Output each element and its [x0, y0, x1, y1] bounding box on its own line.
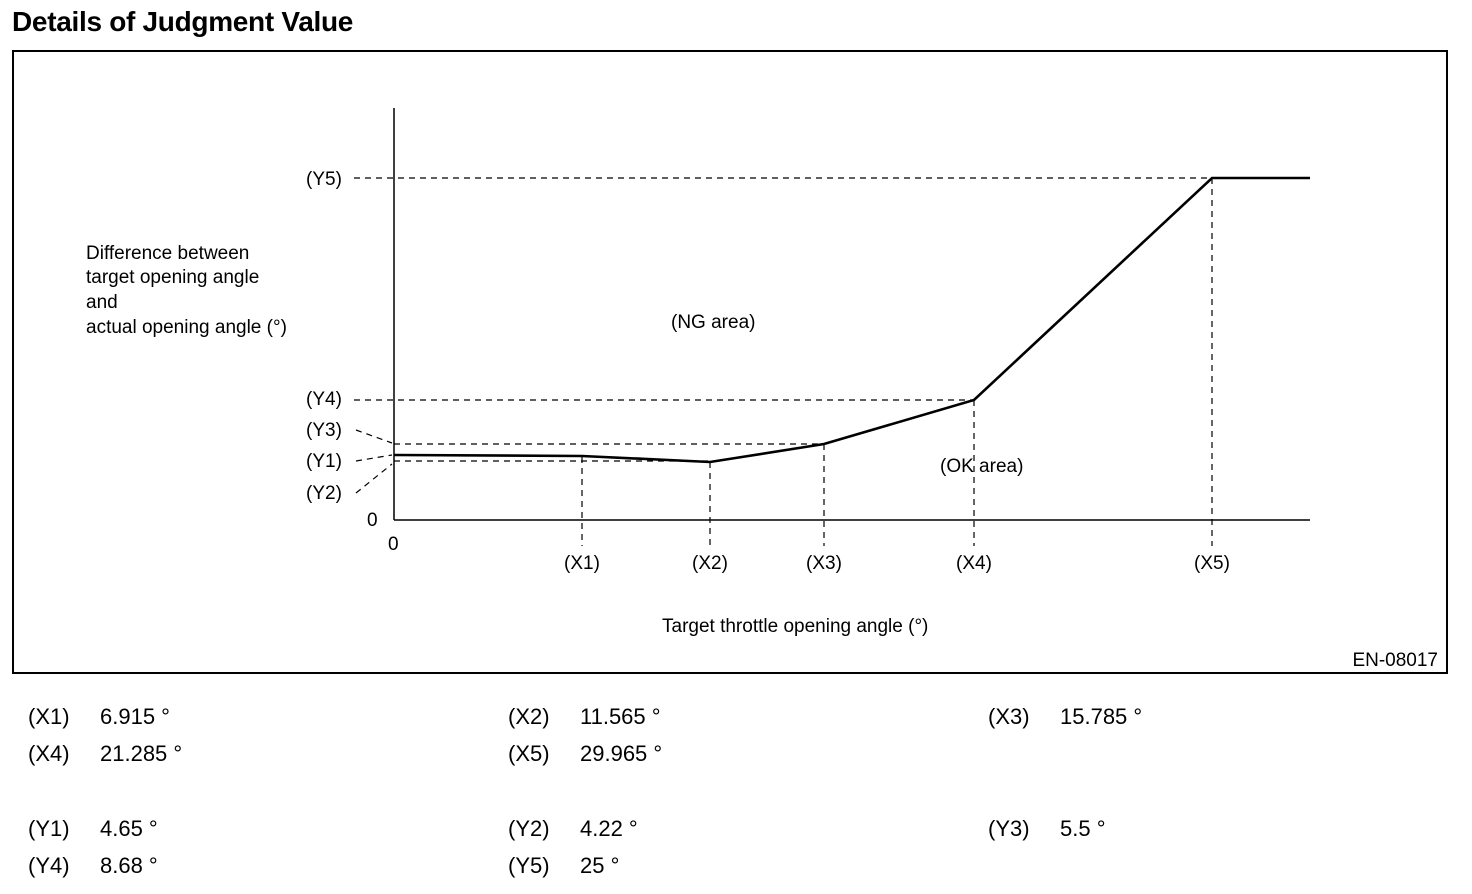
figure-code: EN-08017 — [1352, 650, 1438, 671]
value-number: 25 ° — [580, 853, 620, 878]
value-number: 21.285 ° — [100, 741, 183, 766]
x-origin-label: 0 — [388, 534, 399, 555]
y-axis-label-line: target opening angle — [86, 267, 260, 288]
value-number: 4.22 ° — [580, 816, 638, 841]
y-axis-label-line: actual opening angle (°) — [86, 317, 287, 338]
value-number: 4.65 ° — [100, 816, 158, 841]
x-tick-x2: (X2) — [692, 553, 728, 574]
value-number: 15.785 ° — [1060, 704, 1143, 729]
value-x3: (X3) 15.785 ° — [988, 704, 1142, 730]
value-x4: (X4) 21.285 ° — [28, 741, 182, 767]
judgment-curve — [393, 176, 1310, 464]
value-y3: (Y3) 5.5 ° — [988, 816, 1106, 842]
value-y4: (Y4) 8.68 ° — [28, 853, 158, 879]
value-x1: (X1) 6.915 ° — [28, 704, 170, 730]
y-axis-label-line: and — [86, 292, 118, 313]
x-tick-x5: (X5) — [1194, 553, 1230, 574]
value-x5: (X5) 29.965 ° — [508, 741, 662, 767]
value-key: (Y5) — [508, 853, 550, 878]
value-number: 5.5 ° — [1060, 816, 1106, 841]
y-axis-label-line: Difference between — [86, 243, 250, 264]
judgment-diagram: (Y5) (Y4) (Y3) (Y1) (Y2) 0 0 (X1) (X2) (… — [306, 108, 1438, 671]
value-key: (X5) — [508, 741, 550, 766]
value-key: (Y4) — [28, 853, 70, 878]
y2-leader — [355, 463, 393, 494]
value-key: (X2) — [508, 704, 550, 729]
y3-leader — [355, 429, 393, 444]
y-origin-label: 0 — [367, 510, 378, 531]
y-tick-y1: (Y1) — [306, 451, 342, 472]
y-tick-y3: (Y3) — [306, 420, 342, 441]
value-key: (Y1) — [28, 816, 70, 841]
value-y1: (Y1) 4.65 ° — [28, 816, 158, 842]
value-y2: (Y2) 4.22 ° — [508, 816, 638, 842]
y-tick-y4: (Y4) — [306, 389, 342, 410]
value-key: (Y3) — [988, 816, 1030, 841]
x-tick-x1: (X1) — [564, 553, 600, 574]
value-number: 6.915 ° — [100, 704, 170, 729]
page-title: Details of Judgment Value — [12, 6, 354, 37]
value-number: 29.965 ° — [580, 741, 663, 766]
x-tick-x4: (X4) — [956, 553, 992, 574]
y1-leader — [355, 454, 393, 462]
value-y5: (Y5) 25 ° — [508, 853, 619, 879]
value-key: (X1) — [28, 704, 70, 729]
y-tick-y2: (Y2) — [306, 483, 342, 504]
value-key: (X4) — [28, 741, 70, 766]
value-number: 11.565 ° — [580, 704, 661, 729]
ok-area-label: (OK area) — [940, 456, 1023, 477]
value-x2: (X2) 11.565 ° — [508, 704, 661, 730]
value-number: 8.68 ° — [100, 853, 158, 878]
y-tick-y5: (Y5) — [306, 169, 342, 190]
diagram-frame: (Y5) (Y4) (Y3) (Y1) (Y2) 0 0 (X1) (X2) (… — [12, 50, 1448, 674]
x-axis-label: Target throttle opening angle (°) — [662, 616, 928, 637]
x-tick-x3: (X3) — [806, 553, 842, 574]
ng-area-label: (NG area) — [671, 312, 755, 333]
value-key: (Y2) — [508, 816, 550, 841]
value-key: (X3) — [988, 704, 1030, 729]
